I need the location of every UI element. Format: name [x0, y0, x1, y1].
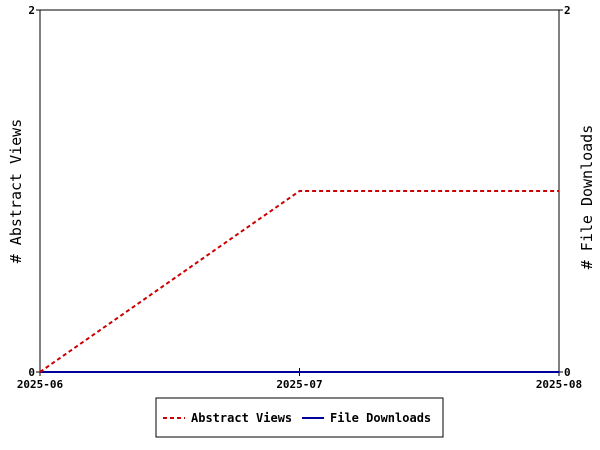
x-tick-label-2: 2025-08 — [536, 378, 582, 391]
y-axis-left-title: # Abstract Views — [7, 119, 25, 264]
series-layer — [39, 190, 559, 373]
legend-box — [155, 397, 444, 438]
x-tick-label-0: 2025-06 — [17, 378, 64, 391]
y-left-tick-label-max: 2 — [28, 4, 35, 17]
legend-label-abstract-views: Abstract Views — [191, 411, 292, 425]
series-line-abstract-views — [39, 190, 559, 373]
y-right-tick-label-max: 2 — [564, 4, 571, 17]
legend-label-file-downloads: File Downloads — [330, 411, 431, 425]
y-axis-right-title: # File Downloads — [578, 125, 596, 270]
y-right-tick-label-min: 0 — [564, 366, 571, 379]
x-axis-ticks: 2025-06 2025-07 2025-08 — [17, 368, 582, 391]
x-tick-label-1: 2025-07 — [276, 378, 322, 391]
y-left-tick-label-min: 0 — [28, 366, 35, 379]
